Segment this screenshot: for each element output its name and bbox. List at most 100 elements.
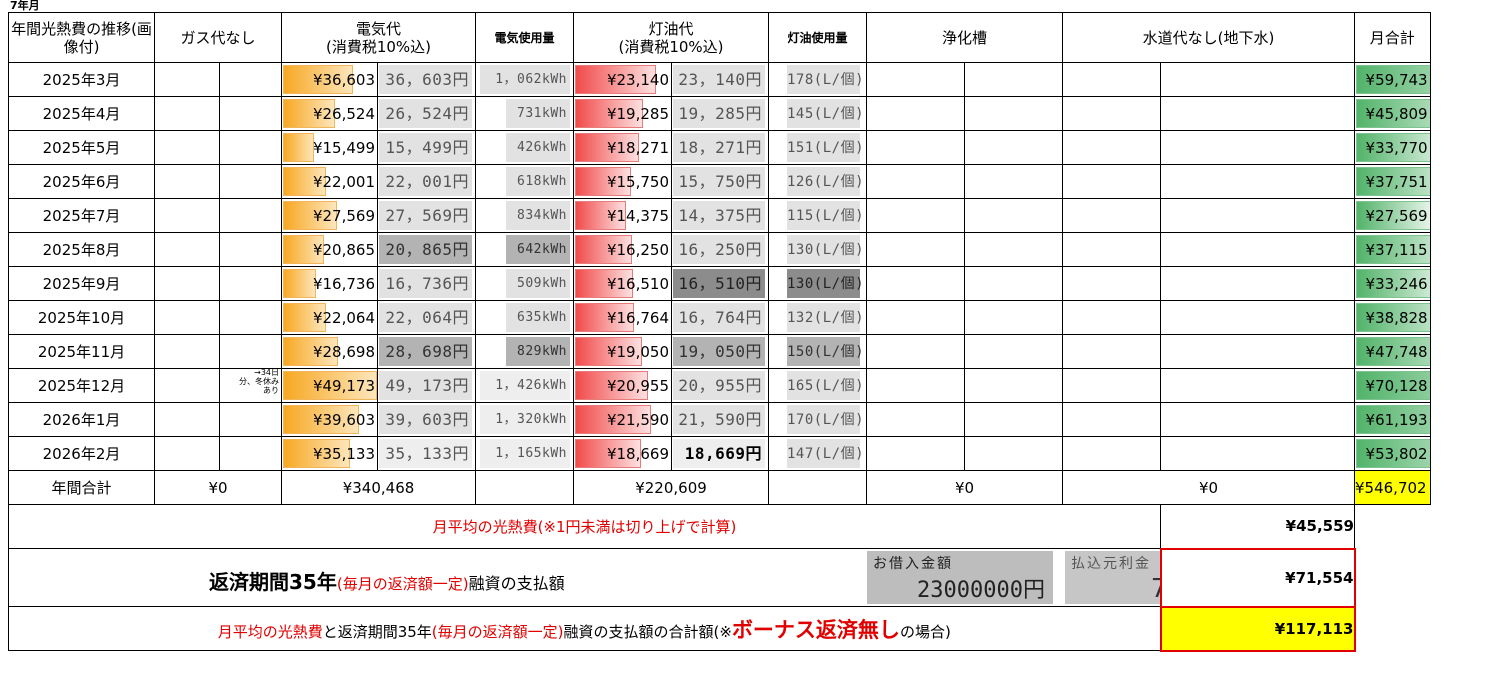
septic-cell (866, 232, 965, 267)
monthly-total-value: ¥33,770 (1365, 138, 1428, 157)
monthly-total-value: ¥59,743 (1365, 70, 1428, 89)
electric-usage-cell: 834kWh (475, 198, 574, 233)
gas-note-cell (219, 266, 282, 301)
electric-usage-image: 642kWh (506, 235, 570, 264)
kerosene-data-bar (575, 405, 651, 434)
water-cell-2 (1160, 266, 1355, 301)
electric-receipt-cell: 26，524円 (377, 96, 476, 131)
annual-label: 年間合計 (8, 470, 155, 505)
electric-receipt-image: 26，524円 (379, 99, 472, 128)
combined-label-part6: の場合) (899, 622, 951, 641)
average-value: ¥45,559 (1160, 504, 1355, 549)
gas-cell (154, 334, 220, 369)
combined-value: ¥117,113 (1159, 605, 1356, 652)
annual-blank-cell (475, 470, 574, 505)
month-row: 2025年10月 ¥22,064 22，064円 635kWh ¥16,764 16，76… (8, 300, 1431, 335)
electric-receipt-cell: 49，173円 (377, 368, 476, 403)
month-row: 2025年5月 ¥15,499 15，499円 426kWh ¥18,271 18，271… (8, 130, 1431, 165)
electric-cost-cell: ¥22,001 (281, 164, 378, 199)
gas-cell (154, 436, 220, 471)
month-cell: 2025年3月 (8, 62, 155, 97)
monthly-total-cell: ¥70,128 (1354, 368, 1431, 403)
water-cell (1062, 266, 1161, 301)
electric-data-bar (283, 99, 335, 128)
kerosene-data-bar (575, 439, 641, 468)
electric-data-bar (283, 65, 354, 94)
electric-cost-value: ¥22,001 (312, 172, 375, 191)
electric-cost-cell: ¥16,736 (281, 266, 378, 301)
kerosene-usage-cell: 132(L/個) (768, 300, 867, 335)
monthly-total-value: ¥47,748 (1365, 342, 1428, 361)
electric-cost-value: ¥26,524 (312, 104, 375, 123)
header-row: 年間光熱費の推移(画像付) ガス代なし 電気代 (消費税10%込) 電気使用量 … (8, 12, 1431, 63)
electric-cost-cell: ¥35,133 (281, 436, 378, 471)
gas-note-cell (219, 96, 282, 131)
month-cell: 2025年7月 (8, 198, 155, 233)
kerosene-receipt-cell: 16，764円 (671, 300, 769, 335)
annual-water-total: ¥0 (1062, 470, 1355, 505)
month-row: 2025年6月 ¥22,001 22，001円 618kWh ¥15,750 15，750… (8, 164, 1431, 199)
gas-cell (154, 164, 220, 199)
electric-receipt-image: 15，499円 (379, 133, 472, 162)
kerosene-data-bar (575, 99, 643, 128)
septic-cell (866, 130, 965, 165)
electric-cost-value: ¥35,133 (312, 444, 375, 463)
month-cell: 2025年6月 (8, 164, 155, 199)
kerosene-usage-image: 145(L/個) (787, 99, 864, 128)
electric-cost-cell: ¥49,173 (281, 368, 378, 403)
electric-receipt-image: 39，603円 (379, 405, 472, 434)
water-cell-2 (1160, 368, 1355, 403)
kerosene-data-bar (575, 303, 634, 332)
kerosene-receipt-image: 23，140円 (673, 65, 765, 94)
gas-note-cell (219, 198, 282, 233)
kerosene-cost-cell: ¥20,955 (573, 368, 672, 403)
kerosene-data-bar (575, 65, 657, 94)
combined-row: 月平均の光熱費と返済期間35年(毎月の返済額一定)融資の支払額の合計額(※ボーナ… (8, 605, 1431, 652)
average-label: 月平均の光熱費(※1円未満は切り上げで計算) (8, 504, 1161, 549)
header-septic: 浄化槽 (866, 12, 1063, 63)
gas-cell (154, 130, 220, 165)
kerosene-cost-cell: ¥16,250 (573, 232, 672, 267)
monthly-total-cell: ¥37,751 (1354, 164, 1431, 199)
monthly-total-cell: ¥61,193 (1354, 402, 1431, 437)
water-cell (1062, 300, 1161, 335)
loan-fixed-label: (毎月の返済額一定) (336, 575, 469, 593)
kerosene-cost-cell: ¥16,510 (573, 266, 672, 301)
electric-receipt-image: 27，569円 (379, 201, 472, 230)
monthly-total-cell: ¥27,569 (1354, 198, 1431, 233)
electric-receipt-cell: 36，603円 (377, 62, 476, 97)
water-cell-2 (1160, 436, 1355, 471)
annual-electric-total: ¥340,468 (281, 470, 476, 505)
gas-cell (154, 96, 220, 131)
kerosene-cost-cell: ¥18,669 (573, 436, 672, 471)
month-row: 2025年12月 →34日 分、冬休み あり ¥49,173 49，173円 1，426… (8, 368, 1431, 403)
kerosene-usage-cell: 147(L/個) (768, 436, 867, 471)
electric-data-bar (283, 235, 324, 264)
kerosene-receipt-cell: 18,669円 (671, 436, 769, 471)
month-cell: 2025年10月 (8, 300, 155, 335)
water-cell (1062, 402, 1161, 437)
monthly-total-data-bar (1356, 201, 1430, 230)
kerosene-receipt-image: 21，590円 (673, 405, 765, 434)
kerosene-cost-value: ¥20,955 (606, 376, 669, 395)
electric-data-bar (283, 405, 359, 434)
utility-cost-table: 年間光熱費の推移(画像付) ガス代なし 電気代 (消費税10%込) 電気使用量 … (8, 12, 1431, 652)
kerosene-usage-image: 115(L/個) (787, 201, 864, 230)
septic-cell (866, 402, 965, 437)
kerosene-cost-cell: ¥15,750 (573, 164, 672, 199)
average-row: 月平均の光熱費(※1円未満は切り上げで計算) ¥45,559 (8, 504, 1431, 549)
month-cell: 2026年2月 (8, 436, 155, 471)
electric-usage-image: 509kWh (506, 269, 570, 298)
electric-cost-cell: ¥39,603 (281, 402, 378, 437)
combined-label: 月平均の光熱費と返済期間35年(毎月の返済額一定)融資の支払額の合計額(※ボーナ… (8, 606, 1161, 651)
monthly-total-data-bar (1356, 371, 1430, 400)
electric-cost-value: ¥27,569 (312, 206, 375, 225)
kerosene-receipt-image: 20，955円 (673, 371, 765, 400)
kerosene-cost-cell: ¥16,764 (573, 300, 672, 335)
monthly-total-cell: ¥45,809 (1354, 96, 1431, 131)
kerosene-data-bar (575, 133, 640, 162)
water-cell-2 (1160, 62, 1355, 97)
septic-cell (866, 164, 965, 199)
kerosene-receipt-image: 19，050円 (673, 337, 765, 366)
electric-usage-image: 829kWh (506, 337, 570, 366)
